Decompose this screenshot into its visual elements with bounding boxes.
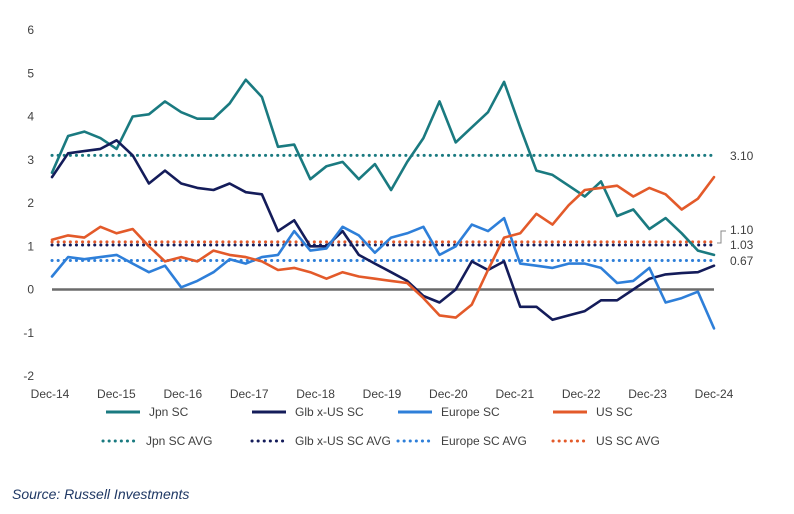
x-tick-label: Dec-23 xyxy=(628,387,667,401)
series-line xyxy=(50,216,716,330)
y-tick-label: 6 xyxy=(27,23,34,37)
avg-value-label: 0.67 xyxy=(730,254,754,268)
x-tick-label: Dec-15 xyxy=(97,387,136,401)
x-tick-label: Dec-24 xyxy=(695,387,734,401)
avg-value-label: 1.10 xyxy=(730,223,754,237)
series-line xyxy=(50,139,716,322)
avg-value-label: 3.10 xyxy=(730,149,754,163)
legend-label: Jpn SC AVG xyxy=(146,434,212,448)
legend-label: Glb x-US SC AVG xyxy=(295,434,391,448)
x-tick-label: Dec-14 xyxy=(31,387,70,401)
y-tick-label: -2 xyxy=(23,369,34,383)
series-line xyxy=(50,175,716,319)
x-tick-label: Dec-18 xyxy=(296,387,335,401)
series-line xyxy=(50,78,716,257)
y-tick-label: 1 xyxy=(27,239,34,253)
y-tick-label: 5 xyxy=(27,66,34,80)
avg-value-label: 1.03 xyxy=(730,238,754,252)
x-tick-label: Dec-17 xyxy=(230,387,269,401)
y-tick-label: 3 xyxy=(27,153,34,167)
y-tick-label: -1 xyxy=(23,326,34,340)
avg-label-leader xyxy=(717,230,726,244)
y-tick-label: 4 xyxy=(27,110,34,124)
legend-label: Europe SC xyxy=(441,405,500,419)
legend-label: US SC AVG xyxy=(596,434,660,448)
x-tick-label: Dec-20 xyxy=(429,387,468,401)
legend-label: Jpn SC xyxy=(149,405,189,419)
source-note: Source: Russell Investments xyxy=(12,486,189,502)
y-tick-label: 0 xyxy=(27,283,34,297)
y-tick-label: 2 xyxy=(27,196,34,210)
x-tick-label: Dec-21 xyxy=(495,387,534,401)
x-tick-label: Dec-22 xyxy=(562,387,601,401)
legend-label: US SC xyxy=(596,405,633,419)
source-prefix: Source: xyxy=(12,486,65,502)
legend-label: Europe SC AVG xyxy=(441,434,527,448)
source-name: Russell Investments xyxy=(64,486,190,502)
legend-label: Glb x-US SC xyxy=(295,405,364,419)
x-tick-label: Dec-19 xyxy=(363,387,402,401)
x-tick-label: Dec-16 xyxy=(163,387,202,401)
